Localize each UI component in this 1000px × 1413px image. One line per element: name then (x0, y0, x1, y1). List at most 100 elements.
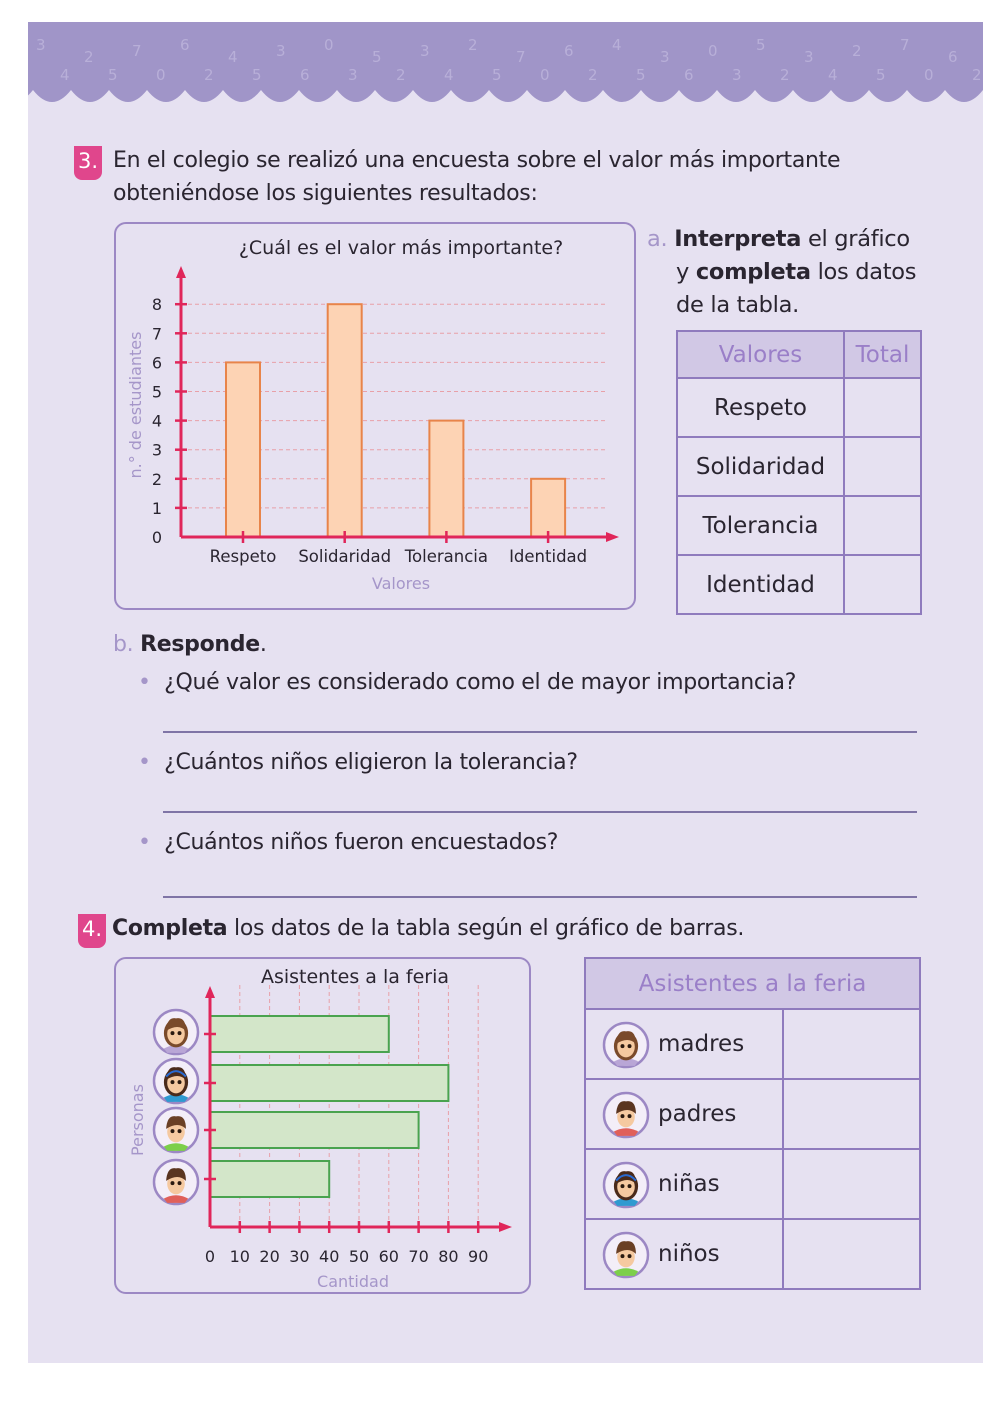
decorative-digit: 2 (972, 66, 982, 84)
decorative-digit: 5 (756, 36, 766, 54)
bold-word: Responde (140, 632, 260, 657)
exercise-4-number: 4. (78, 914, 106, 948)
row-label: niñas (584, 1148, 784, 1220)
x-tick-label: 20 (259, 1247, 279, 1266)
bold-word: completa (695, 259, 811, 285)
avatar-face (167, 1072, 185, 1094)
y-tick-label: 4 (152, 412, 162, 431)
decorative-digit: 5 (252, 66, 262, 84)
quantity-cell-input[interactable] (782, 1148, 921, 1220)
bold-word: Interpreta (674, 226, 802, 252)
y-axis-arrow (176, 266, 186, 278)
x-tick-label: Tolerancia (404, 547, 488, 566)
avatar-padres-icon (152, 1158, 200, 1206)
decorative-digit: 5 (492, 66, 502, 84)
row-label: niños (584, 1218, 784, 1290)
x-tick-label: 60 (379, 1247, 399, 1266)
avatar-hair (166, 1168, 186, 1181)
decorative-digit: 3 (348, 66, 358, 84)
quantity-cell-input[interactable] (782, 1078, 921, 1150)
x-tick-label: 30 (289, 1247, 309, 1266)
chart-values-frame (114, 222, 636, 610)
avatar-eye (177, 1031, 182, 1036)
decorative-digit: 2 (780, 66, 790, 84)
avatar-eye (170, 1129, 175, 1134)
avatar-face (167, 1121, 185, 1143)
avatar-niños-icon (152, 1106, 200, 1154)
total-cell-input[interactable] (843, 377, 922, 438)
decorative-digit: 4 (228, 48, 238, 66)
decorative-digit: 2 (468, 36, 478, 54)
total-cell-input[interactable] (843, 495, 922, 556)
decorative-digit: 7 (132, 42, 142, 60)
decorative-digit: 3 (276, 42, 286, 60)
x-tick-label: 90 (468, 1247, 488, 1266)
total-cell-input[interactable] (843, 554, 922, 615)
y-axis-label: Personas (128, 1084, 147, 1156)
decorative-digit: 6 (684, 66, 694, 84)
statement-line: En el colegio se realizó una encuesta so… (113, 148, 841, 173)
bar-niñas (209, 1064, 450, 1102)
decorative-digit: 5 (876, 66, 886, 84)
avatar-hair (166, 1067, 186, 1080)
bar-tolerancia (428, 419, 465, 539)
question-2: • ¿Cuántos niños eligieron la tolerancia… (138, 750, 578, 775)
x-tick-label: 50 (349, 1247, 369, 1266)
decorative-digit: 5 (636, 66, 646, 84)
quantity-cell-input[interactable] (782, 1008, 921, 1080)
text: y (676, 259, 696, 285)
text: el gráfico (801, 226, 910, 252)
decorative-digit: 2 (396, 66, 406, 84)
answer-line-3[interactable] (163, 896, 917, 898)
text: los datos (810, 259, 917, 285)
x-axis-label: Valores (372, 574, 430, 593)
avatar-niñas-icon (152, 1057, 200, 1105)
question-text: ¿Cuántos niños eligieron la tolerancia? (164, 750, 578, 775)
y-tick-label: 7 (152, 324, 162, 343)
x-tick-label: 0 (205, 1247, 215, 1266)
x-axis-arrow (606, 532, 619, 542)
y-tick-label: 5 (152, 383, 162, 402)
y-axis-label: n.° de estudiantes (126, 332, 145, 479)
avatar-eye (170, 1080, 175, 1085)
decorative-digit: 3 (804, 48, 814, 66)
chart-title: ¿Cuál es el valor más importante? (239, 237, 563, 259)
decorative-digit: 0 (156, 66, 166, 84)
answer-line-1[interactable] (163, 731, 917, 733)
decorative-digit: 3 (420, 42, 430, 60)
text: los datos de la tabla según el gráfico d… (227, 916, 745, 941)
total-cell-input[interactable] (843, 436, 922, 497)
avatar-face (167, 1023, 185, 1045)
avatar-eye (177, 1129, 182, 1134)
exercise-4-statement: Completa los datos de la tabla según el … (112, 912, 744, 945)
exercise-3-number: 3. (74, 146, 102, 180)
avatar-hair (166, 1116, 186, 1129)
x-tick-label: 70 (408, 1247, 428, 1266)
decorative-digit: 5 (108, 66, 118, 84)
answer-line-2[interactable] (163, 811, 917, 813)
decorative-digit: 6 (948, 48, 958, 66)
chart-title: Asistentes a la feria (261, 966, 449, 988)
y-tick-label: 0 (152, 528, 162, 547)
text: . (259, 632, 267, 657)
y-tick-label: 1 (152, 499, 162, 518)
decorative-digit: 2 (204, 66, 214, 84)
values-table: Valores Total Respeto Solidaridad Toleran… (676, 330, 922, 615)
bar-madres (209, 1015, 390, 1053)
row-label: Respeto (676, 377, 845, 438)
decorative-digit: 4 (612, 36, 622, 54)
decorative-digit: 4 (444, 66, 454, 84)
x-tick-label: 40 (319, 1247, 339, 1266)
avatar-shirt (163, 1094, 189, 1102)
quantity-cell-input[interactable] (782, 1218, 921, 1290)
x-tick-label: Solidaridad (298, 547, 391, 566)
part-b-title: b. Responde. (113, 628, 267, 661)
decorative-digit: 0 (708, 42, 718, 60)
decorative-digit: 2 (588, 66, 598, 84)
y-tick-label: 2 (152, 470, 162, 489)
fair-table-header: Asistentes a la feria (584, 957, 921, 1010)
avatar-shirt (163, 1143, 189, 1151)
